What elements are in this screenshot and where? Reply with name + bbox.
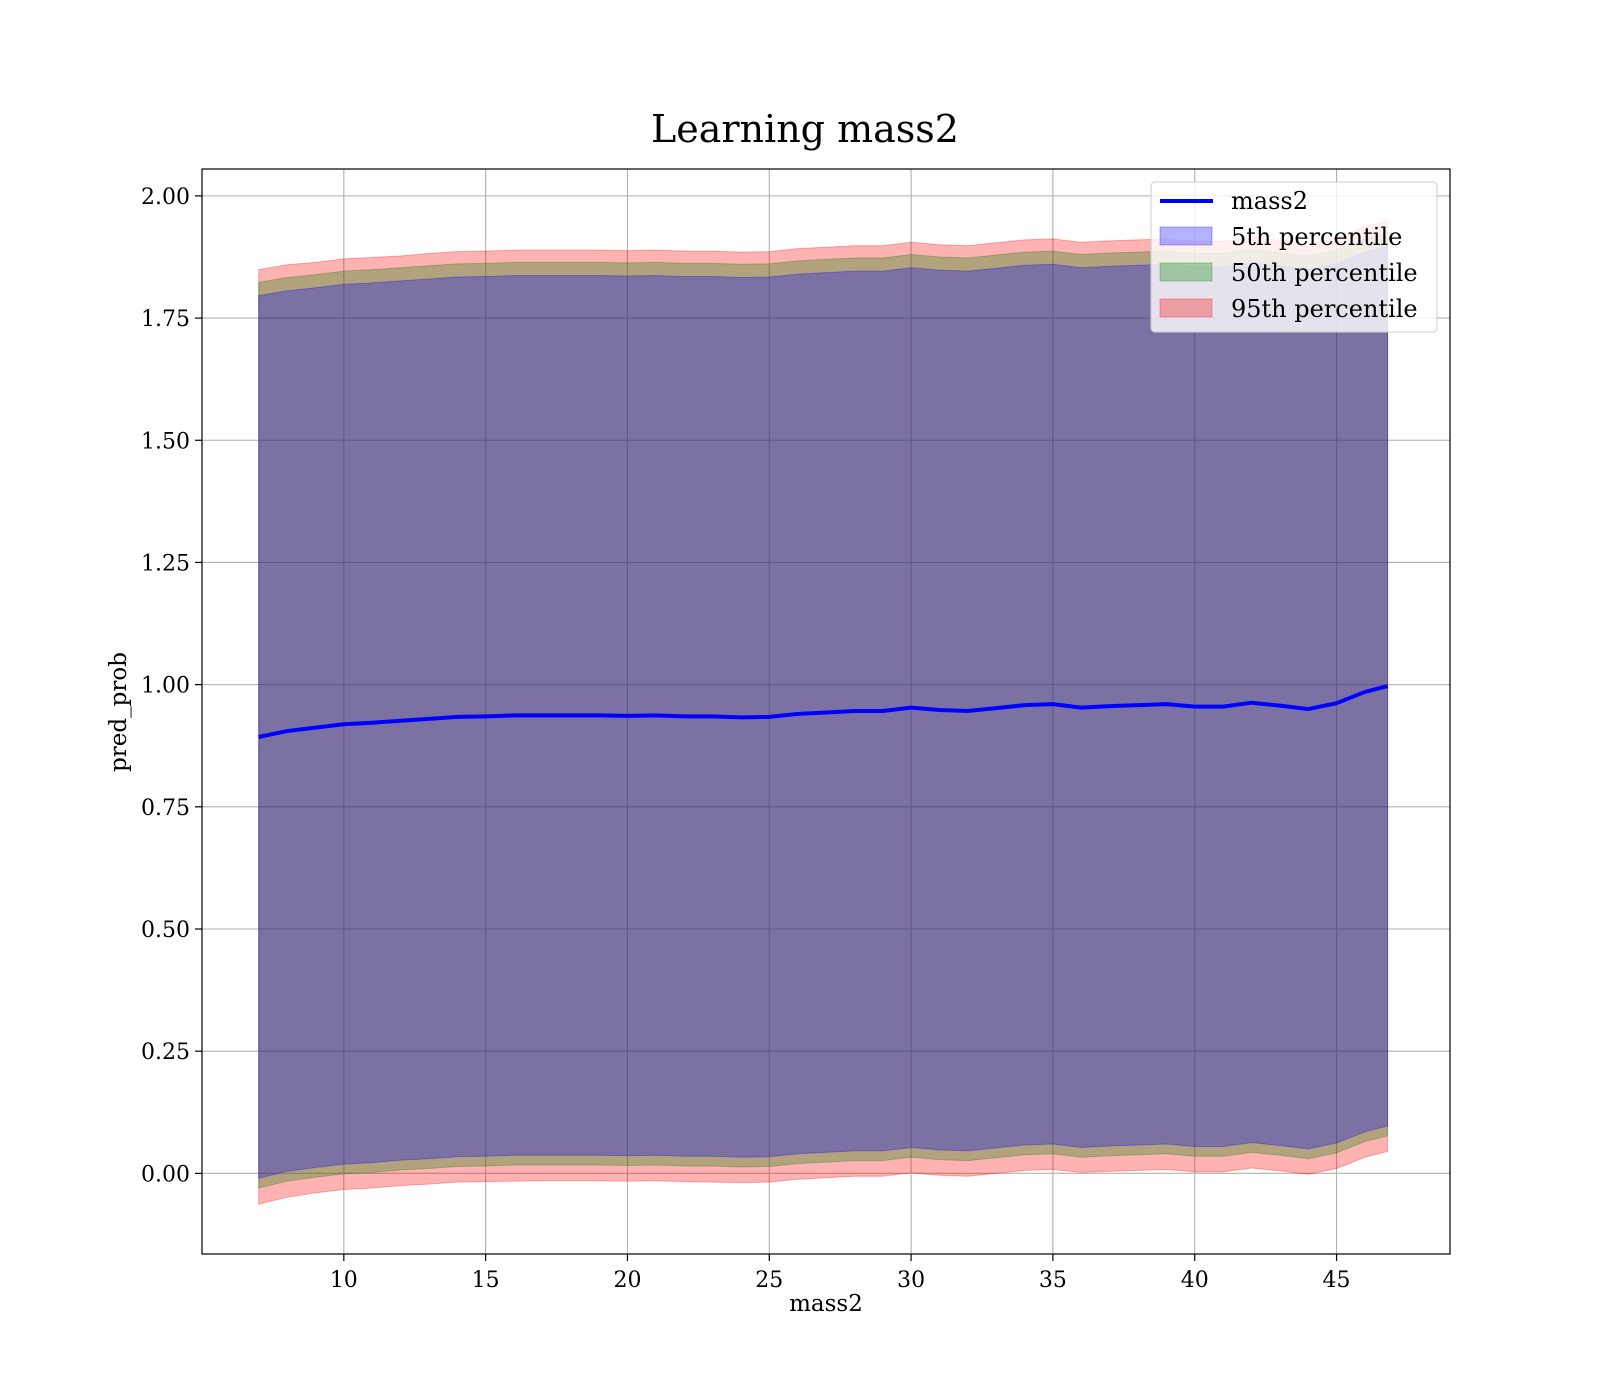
legend-label-mass2: mass2 (1231, 187, 1308, 215)
band-50th-percentile (258, 232, 1389, 1189)
chart-title: Learning mass2 (651, 107, 959, 151)
x-tick-label-7: 45 (1323, 1268, 1351, 1293)
legend: mass2 5th percentile 50th percentile 95t… (1150, 181, 1438, 333)
y-tick-label-3: 0.75 (141, 796, 190, 821)
legend-label-5th-percentile: 5th percentile (1231, 223, 1402, 251)
y-tick-label-2: 0.50 (141, 918, 190, 943)
legend-label-95th-percentile: 95th percentile (1231, 295, 1418, 323)
grid-lines (202, 169, 1450, 1254)
x-tick-label-5: 35 (1039, 1268, 1067, 1293)
legend-swatch-95th-percentile (1159, 298, 1213, 318)
y-tick-label-4: 1.00 (141, 674, 190, 699)
x-tick-label-2: 20 (613, 1268, 641, 1293)
y-tick-label-7: 1.75 (141, 307, 190, 332)
y-axis-label: pred_prob (106, 652, 132, 772)
legend-box (1150, 181, 1438, 333)
y-tick-label-5: 1.25 (141, 551, 190, 576)
y-tick-label-1: 0.25 (141, 1040, 190, 1065)
x-tick-label-0: 10 (330, 1268, 358, 1293)
legend-label-50th-percentile: 50th percentile (1231, 259, 1418, 287)
line-series (258, 684, 1389, 739)
series-line-mass2 (258, 684, 1389, 739)
x-tick-label-6: 40 (1181, 1268, 1209, 1293)
y-tick-label-6: 1.50 (141, 429, 190, 454)
x-tick-label-3: 25 (755, 1268, 783, 1293)
x-axis-label: mass2 (789, 1291, 863, 1317)
x-tick-label-4: 30 (897, 1268, 925, 1293)
percentile-bands (258, 220, 1389, 1205)
y-tick-label-8: 2.00 (141, 185, 190, 210)
y-tick-label-0: 0.00 (141, 1162, 190, 1187)
legend-swatch-50th-percentile (1159, 262, 1213, 282)
y-axis-ticks: 0.00 0.25 0.50 0.75 1.00 1.25 1.50 1.75 2.00 (141, 185, 202, 1187)
x-axis-ticks: 10 15 20 25 30 35 40 45 (330, 1254, 1351, 1293)
legend-swatch-5th-percentile (1159, 226, 1213, 246)
plot-frame (201, 168, 1451, 1255)
x-tick-label-1: 15 (472, 1268, 500, 1293)
